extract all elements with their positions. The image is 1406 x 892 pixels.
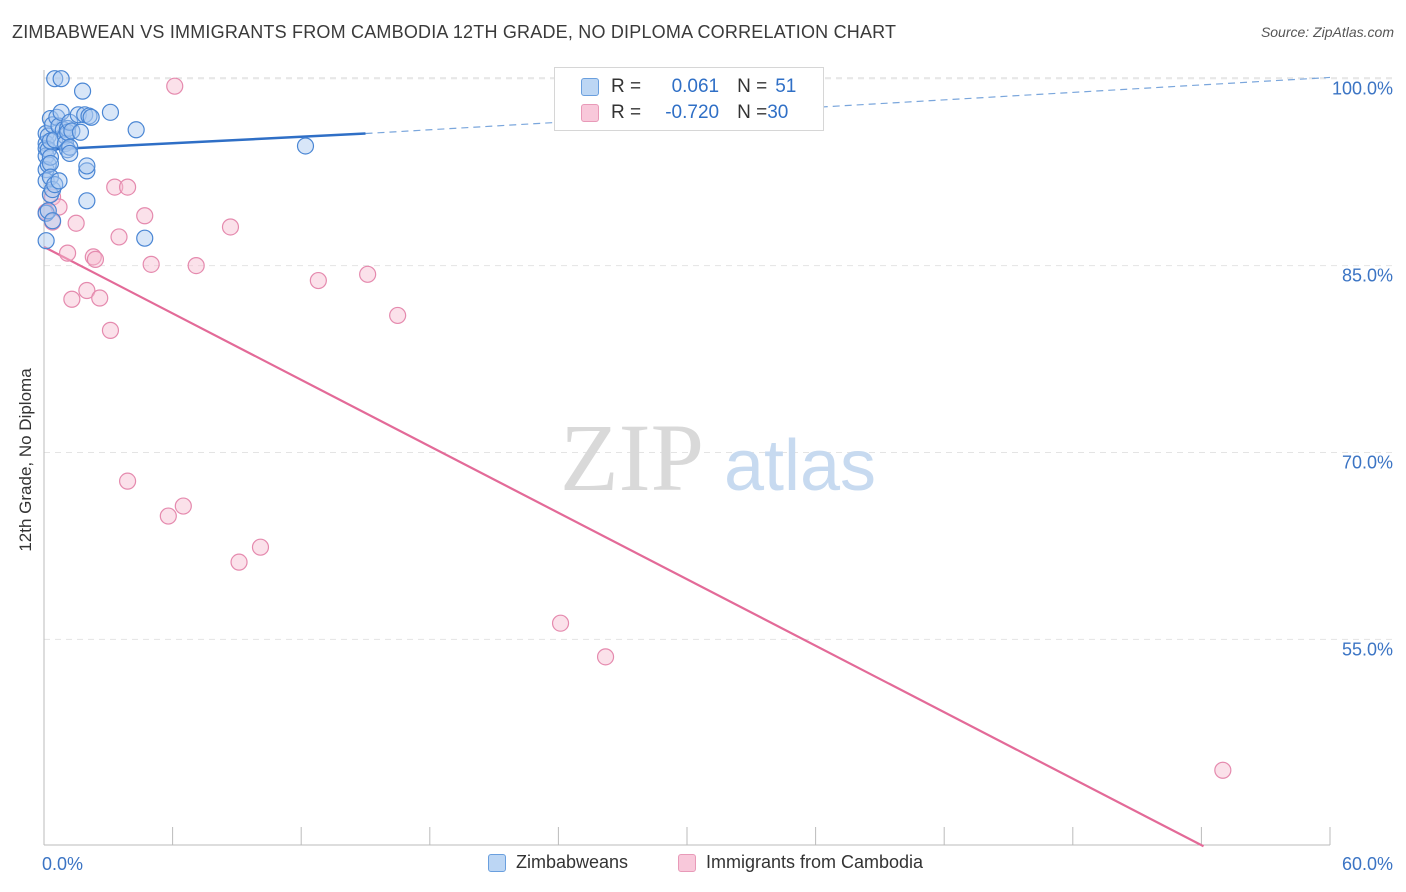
point-cambodia [136, 207, 154, 225]
point-cambodia [230, 553, 248, 571]
point-zimbabwean [101, 103, 120, 121]
point-cambodia [91, 289, 109, 307]
series-legend: Zimbabweans Immigrants from Cambodia [0, 852, 1406, 876]
trend-line-zimbabweans-extension [365, 76, 1331, 135]
point-zimbabwean [63, 122, 81, 140]
point-cambodia [174, 497, 192, 515]
point-cambodia [84, 248, 102, 266]
point-zimbabwean [46, 70, 64, 88]
legend-n-value: 51 [775, 76, 797, 97]
point-cambodia [1214, 761, 1232, 779]
point-cambodia [159, 507, 177, 525]
grid-lines [44, 77, 1395, 640]
legend-item-cambodia: Immigrants from Cambodia [678, 852, 923, 873]
point-cambodia [118, 472, 137, 490]
point-zimbabwean [43, 212, 62, 230]
point-cambodia [166, 77, 184, 95]
legend-label-zimbabweans: Zimbabweans [516, 852, 629, 872]
point-zimbabwean [78, 157, 96, 175]
point-cambodia [221, 218, 240, 236]
legend-row-cambodia: R = -0.720 N = 30 [581, 101, 788, 125]
y-tick-label: 55.0% [1342, 639, 1393, 659]
legend-swatch-pink [581, 104, 599, 122]
trend-lines [43, 76, 1331, 848]
point-cambodia [389, 306, 407, 325]
point-zimbabwean [52, 70, 70, 88]
point-zimbabwean [296, 137, 315, 155]
trend-line-cambodia [43, 245, 1205, 848]
point-zimbabwean [82, 108, 100, 126]
legend-r-label: R = [611, 102, 642, 123]
watermark-atlas: atlas [724, 426, 876, 506]
legend-row-zimbabweans: R = 0.061 N = 51 [581, 75, 796, 99]
point-cambodia [359, 265, 377, 283]
x-tick-label: 60.0% [1342, 854, 1393, 874]
y-tick-label: 70.0% [1342, 453, 1393, 473]
y-tick-label: 85.0% [1342, 266, 1393, 286]
chart-title: ZIMBABWEAN VS IMMIGRANTS FROM CAMBODIA 1… [12, 22, 897, 42]
source-credit: Source: ZipAtlas.com [1260, 24, 1394, 40]
point-cambodia [106, 178, 124, 196]
point-zimbabwean [41, 154, 60, 173]
legend-swatch-blue [488, 853, 506, 872]
stats-legend: R = 0.061 N = 51 R = -0.720 N = 30 [554, 67, 824, 131]
point-zimbabwean [71, 123, 90, 141]
point-cambodia [118, 178, 137, 196]
trend-line-zimbabweans [43, 132, 366, 151]
point-cambodia [78, 281, 96, 300]
x-tick-label: 0.0% [42, 854, 83, 874]
point-cambodia [309, 271, 327, 290]
legend-r-value: 0.061 [671, 76, 720, 97]
legend-r-value: -0.720 [665, 102, 720, 123]
point-cambodia [58, 244, 77, 262]
point-zimbabwean [61, 144, 79, 163]
point-cambodia [86, 250, 105, 268]
point-zimbabwean [50, 172, 68, 190]
point-cambodia [142, 255, 160, 273]
point-zimbabwean [37, 232, 55, 250]
watermark-zip: ZIP [560, 404, 704, 511]
point-zimbabwean [73, 82, 92, 100]
point-cambodia [551, 614, 570, 632]
point-cambodia [110, 228, 128, 246]
y-axis-label: 12th Grade, No Diploma [16, 368, 35, 552]
legend-n-label: N = [737, 102, 768, 123]
point-cambodia [187, 256, 205, 275]
watermark: ZIP atlas [560, 404, 876, 511]
point-cambodia [67, 214, 85, 232]
legend-label-cambodia: Immigrants from Cambodia [706, 852, 924, 872]
point-zimbabwean [41, 148, 60, 166]
point-cambodia [596, 648, 615, 666]
point-zimbabwean [78, 192, 96, 210]
legend-item-zimbabweans: Zimbabweans [488, 852, 628, 873]
point-cambodia [63, 290, 81, 308]
point-zimbabwean [136, 229, 154, 247]
point-cambodia [101, 321, 120, 339]
legend-r-label: R = [611, 76, 642, 97]
legend-n-label: N = [737, 76, 768, 97]
tick-labels: 55.0% 70.0% 85.0% 100.0% 0.0% 60.0% [42, 79, 1393, 874]
legend-swatch-pink [678, 853, 696, 872]
point-cambodia [251, 538, 270, 556]
data-points [37, 70, 1232, 779]
point-zimbabwean [78, 162, 96, 180]
legend-swatch-blue [581, 78, 599, 96]
y-tick-label: 100.0% [1332, 79, 1393, 99]
point-zimbabwean [127, 121, 145, 139]
legend-n-value: 30 [767, 102, 789, 123]
